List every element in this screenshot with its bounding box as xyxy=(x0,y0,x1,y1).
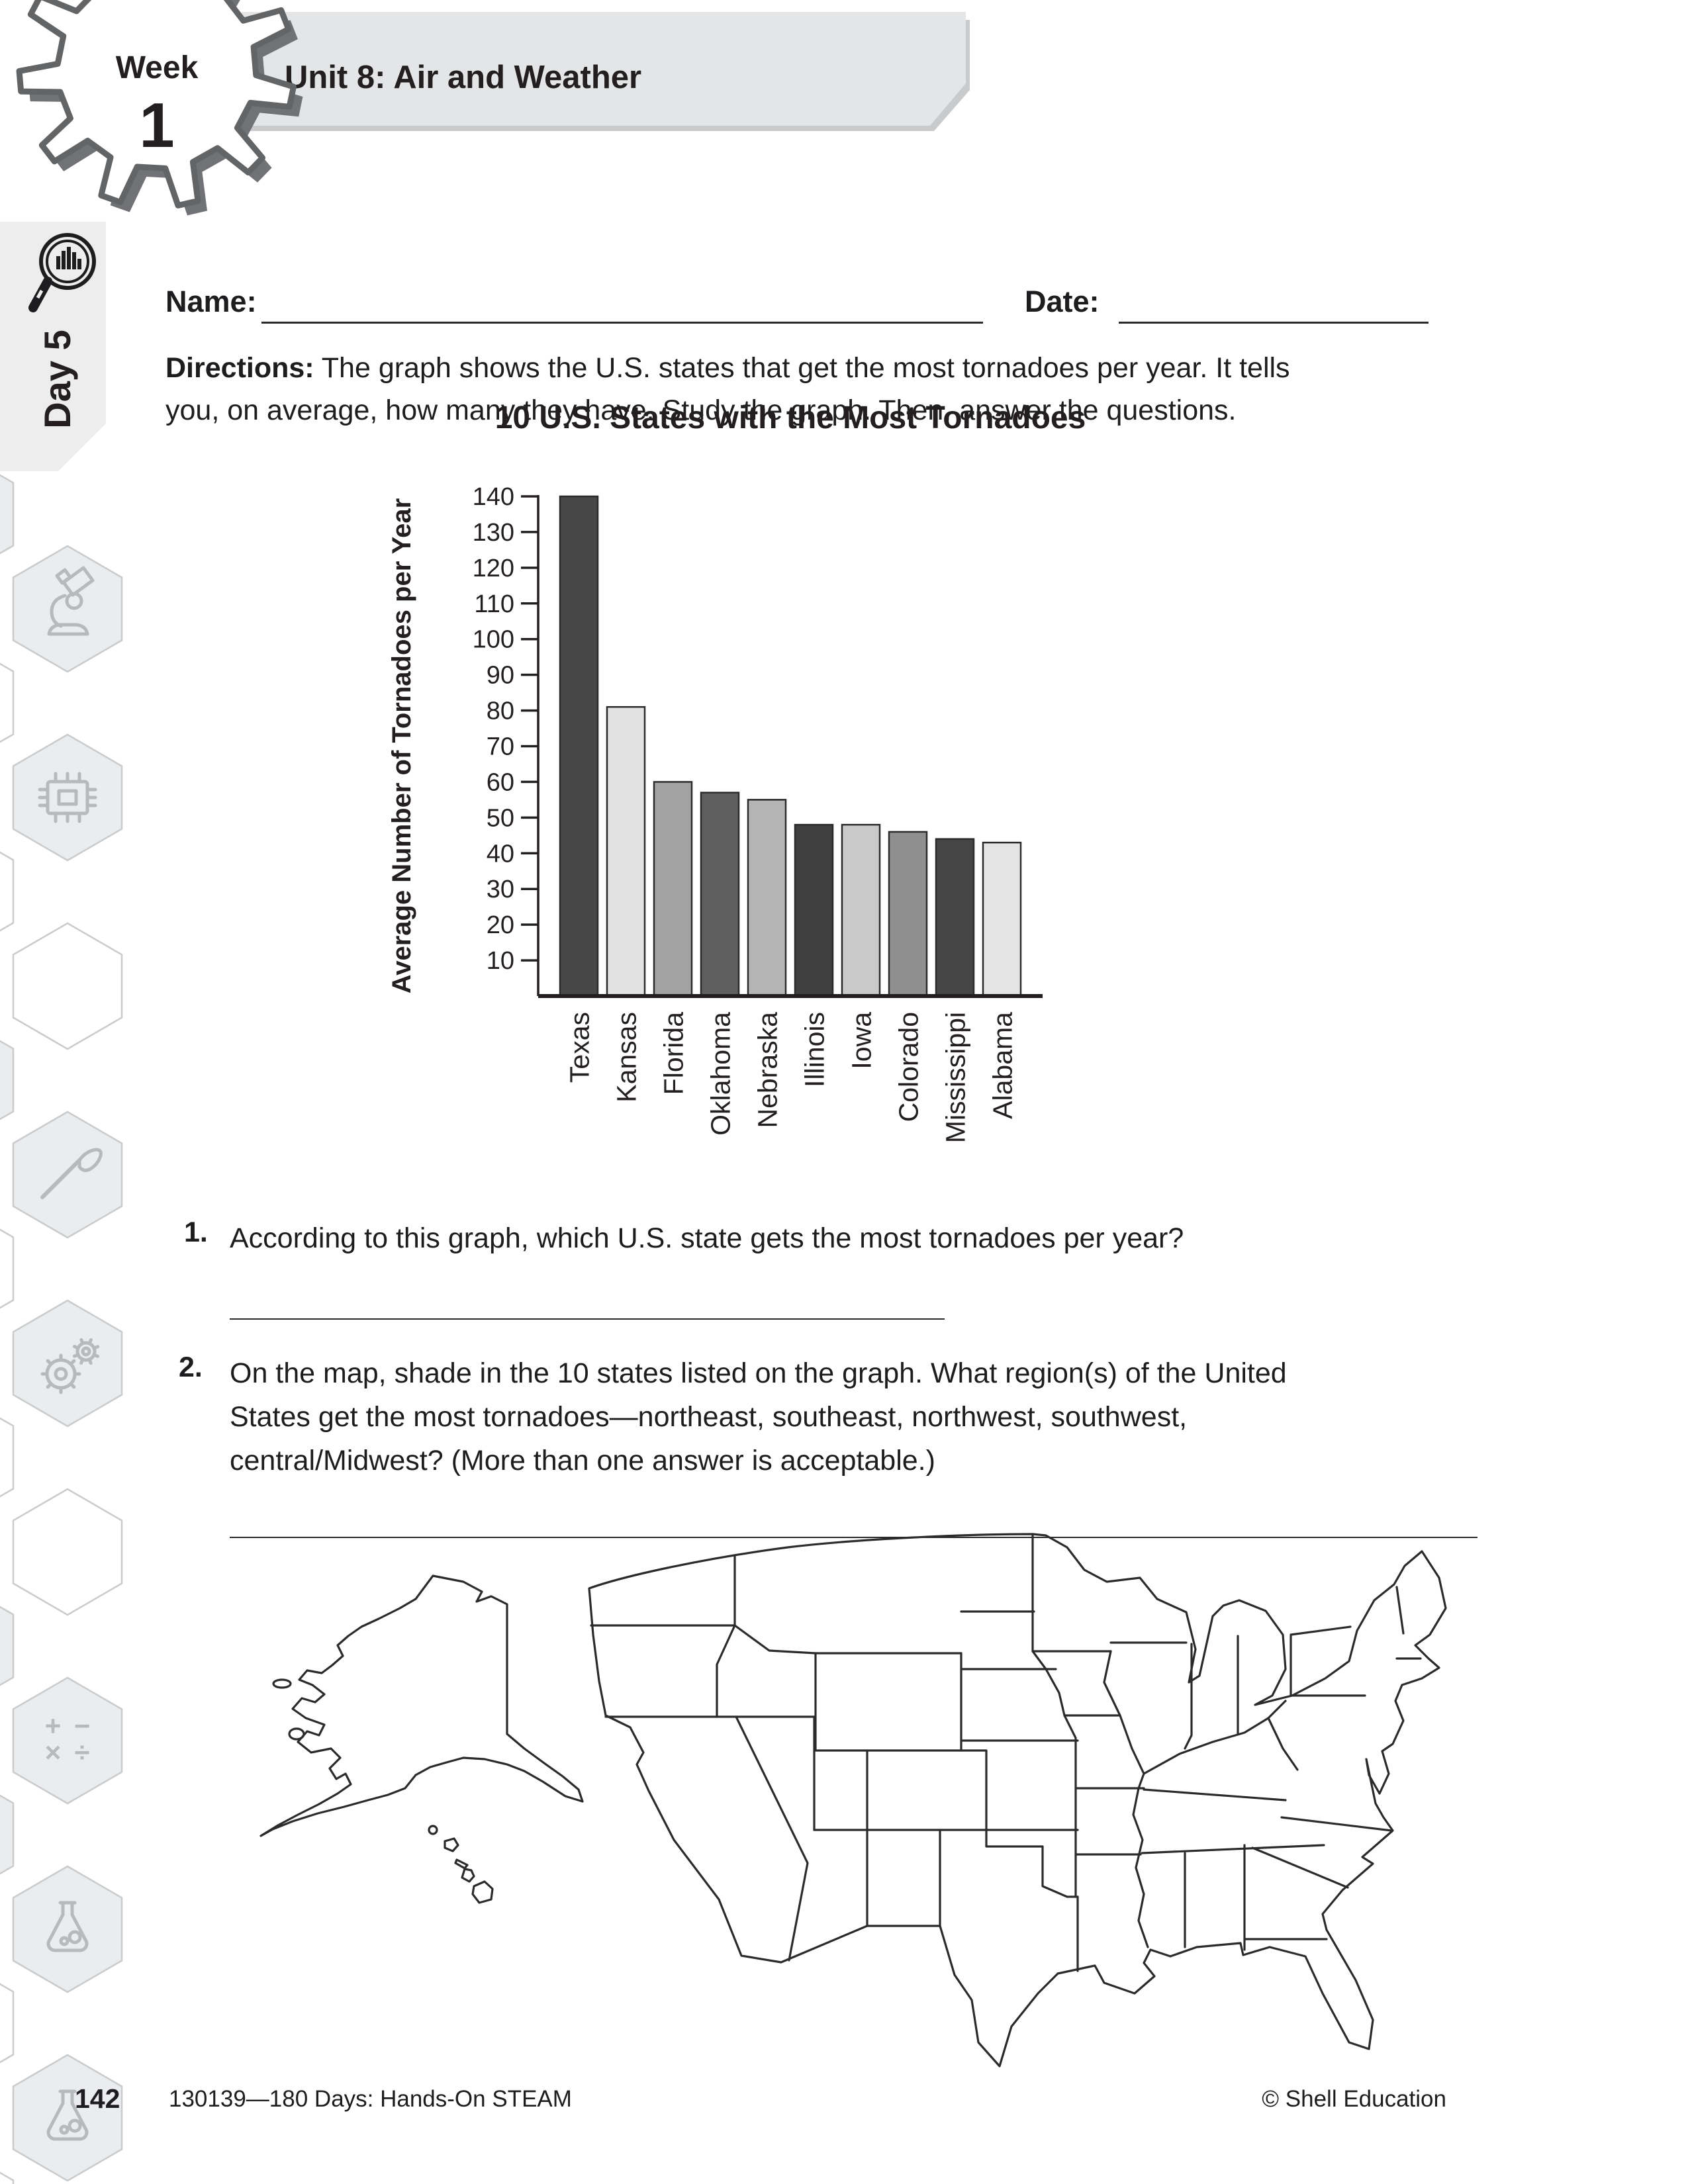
hexagon-microscope-icon xyxy=(12,545,123,673)
question-1-answer-line xyxy=(230,1318,945,1320)
x-category-label: Alabama xyxy=(988,1012,1018,1119)
x-category-label: Illinois xyxy=(800,1012,830,1087)
unit-banner-shape xyxy=(242,12,966,126)
x-category-label: Colorado xyxy=(894,1012,924,1122)
y-tick-label: 50 xyxy=(487,804,514,832)
math-operations-icon: + −× ÷ xyxy=(45,1710,91,1768)
bar-nebraska xyxy=(747,799,787,997)
hexagon-edge xyxy=(0,662,15,743)
y-tick-label: 70 xyxy=(487,733,514,761)
paintbrush-icon xyxy=(40,1148,103,1199)
hexagon-chip-icon xyxy=(12,733,123,862)
y-tick-label: 90 xyxy=(487,662,514,690)
map-hawaii xyxy=(428,1825,494,1904)
hexagon-edge xyxy=(0,2171,15,2184)
bar-iowa xyxy=(841,823,881,997)
gear-icon xyxy=(16,0,297,208)
map-state-borders xyxy=(590,1533,1422,1972)
name-label: Name: xyxy=(165,285,257,318)
footer-product-line: 130139—180 Days: Hands-On STEAM xyxy=(169,2086,572,2112)
bar-oklahoma xyxy=(700,792,740,997)
hexagon-edge xyxy=(0,1606,15,1686)
map-alaska xyxy=(259,1574,584,1837)
x-category-label: Mississippi xyxy=(941,1012,971,1143)
flask-icon xyxy=(46,1901,89,1952)
x-category-label: Florida xyxy=(659,1012,689,1095)
x-category-label: Nebraska xyxy=(753,1012,783,1128)
hexagon-edge xyxy=(0,1794,15,1875)
tornado-bar-chart: 10 U.S. States with the Most Tornadoes Av… xyxy=(387,400,1086,1143)
hexagon-edge xyxy=(0,1040,15,1120)
x-category-label: Iowa xyxy=(847,1012,877,1069)
y-tick-label: 60 xyxy=(487,768,514,796)
day-tab: Day 5 xyxy=(0,222,106,471)
footer-copyright: © Shell Education xyxy=(1262,2086,1446,2112)
directions: Directions: The graph shows the U.S. sta… xyxy=(165,347,1350,432)
directions-label: Directions: xyxy=(165,352,314,384)
bar-texas xyxy=(559,495,599,997)
question-1-number: 1. xyxy=(184,1216,208,1248)
directions-text: The graph shows the U.S. states that get… xyxy=(165,352,1290,426)
y-tick-label: 80 xyxy=(487,698,514,725)
x-category-label: Texas xyxy=(565,1012,595,1083)
map-contiguous-outline xyxy=(588,1533,1447,2068)
svg-text:−: − xyxy=(74,1710,91,1741)
y-tick-label: 130 xyxy=(473,519,514,547)
hexagon-outline xyxy=(12,1488,123,1616)
bar-kansas xyxy=(606,705,646,997)
hexagon-flask-icon xyxy=(12,2054,123,2182)
x-category-label: Oklahoma xyxy=(706,1012,736,1136)
week-number: 1 xyxy=(139,90,174,161)
bar-illinois xyxy=(794,823,834,997)
date-label: Date: xyxy=(1025,285,1100,318)
footer-page-number: 142 xyxy=(75,2083,120,2114)
chart-title: 10 U.S. States with the Most Tornadoes xyxy=(495,400,1086,435)
bar-florida xyxy=(653,781,693,997)
hexagon-flask-icon xyxy=(12,1865,123,1993)
y-tick-label: 120 xyxy=(473,555,514,582)
hexagon-math-operations-icon xyxy=(12,1676,123,1805)
chart-y-axis-label: Average Number of Tornadoes per Year xyxy=(387,498,416,993)
bar-mississippi xyxy=(935,838,975,997)
gears-icon xyxy=(40,1338,100,1394)
hexagon-edge xyxy=(0,474,15,555)
bar-alabama xyxy=(982,841,1022,997)
question-2-answer-line xyxy=(230,1537,1477,1538)
microscope-icon xyxy=(47,566,95,636)
y-tick-label: 40 xyxy=(487,840,514,868)
name-answer-line xyxy=(261,322,983,324)
question-2-text: On the map, shade in the 10 states liste… xyxy=(230,1357,1287,1477)
hexagon-outline xyxy=(12,922,123,1050)
y-tick-label: 100 xyxy=(473,626,514,654)
unit-title: Unit 8: Air and Weather xyxy=(285,60,641,95)
svg-text:÷: ÷ xyxy=(74,1737,89,1768)
date-answer-line xyxy=(1119,322,1429,324)
y-tick-label: 30 xyxy=(487,876,514,903)
hexagon-edge xyxy=(0,1983,15,2064)
question-2-number: 2. xyxy=(179,1351,203,1383)
svg-text:+: + xyxy=(45,1710,62,1741)
day-tab-label: Day 5 xyxy=(36,330,78,428)
week-badge: Week 1 xyxy=(16,0,303,216)
bar-colorado xyxy=(888,831,928,997)
unit-banner: Unit 8: Air and Weather xyxy=(242,12,970,131)
magnifier-chart-icon xyxy=(28,233,96,312)
svg-text:×: × xyxy=(45,1737,62,1768)
chip-icon xyxy=(38,772,97,823)
hexagon-decoration-strip: + −× ÷ xyxy=(0,474,123,2184)
hexagon-edge xyxy=(0,851,15,932)
y-tick-label: 20 xyxy=(487,911,514,939)
x-category-label: Kansas xyxy=(612,1012,642,1103)
hexagon-edge xyxy=(0,1417,15,1498)
week-label: Week xyxy=(116,50,199,85)
y-tick-label: 110 xyxy=(474,590,514,618)
y-tick-label: 140 xyxy=(473,483,514,511)
question-1-text: According to this graph, which U.S. stat… xyxy=(230,1222,1184,1254)
us-map xyxy=(259,1533,1447,2068)
flask-icon xyxy=(46,2089,89,2141)
y-tick-label: 10 xyxy=(487,947,514,975)
hexagon-edge xyxy=(0,1228,15,1309)
